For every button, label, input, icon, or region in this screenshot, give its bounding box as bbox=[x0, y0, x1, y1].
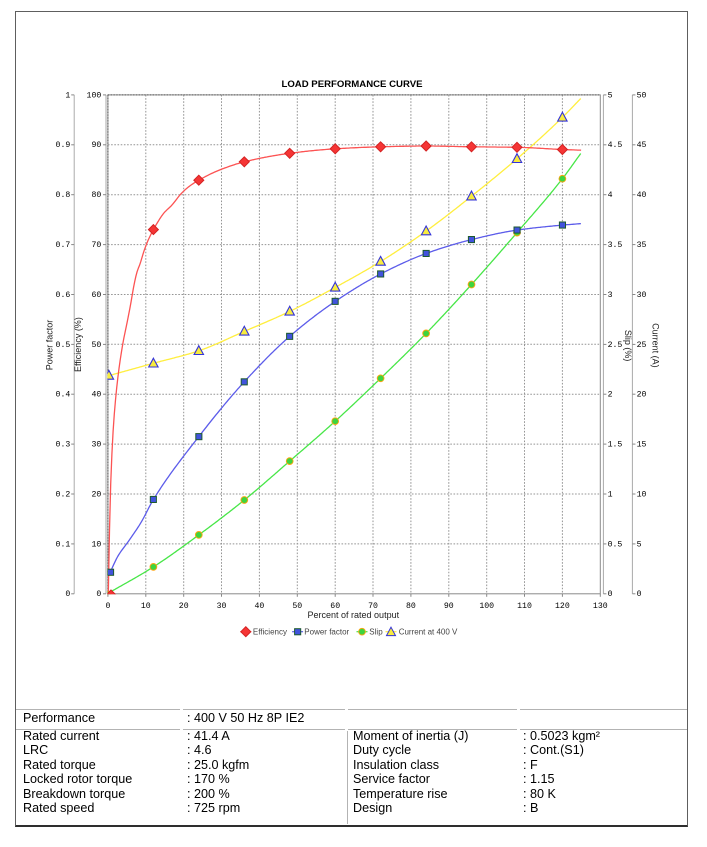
svg-text:4.5: 4.5 bbox=[608, 141, 623, 150]
svg-text:20: 20 bbox=[179, 602, 189, 611]
svg-text:5: 5 bbox=[637, 540, 642, 549]
svg-text:Slip (%): Slip (%) bbox=[623, 330, 633, 362]
svg-text:80: 80 bbox=[91, 191, 101, 200]
svg-text:4: 4 bbox=[608, 191, 613, 200]
svg-text:0.7: 0.7 bbox=[56, 241, 71, 250]
svg-text:0.8: 0.8 bbox=[56, 191, 71, 200]
svg-text:70: 70 bbox=[91, 241, 101, 250]
svg-text:60: 60 bbox=[91, 291, 101, 300]
svg-text:20: 20 bbox=[637, 391, 647, 400]
svg-text:2: 2 bbox=[608, 391, 613, 400]
svg-text:120: 120 bbox=[555, 602, 570, 611]
svg-text:10: 10 bbox=[637, 490, 647, 499]
svg-text:Efficiency: Efficiency bbox=[253, 628, 287, 637]
svg-text:50: 50 bbox=[292, 602, 302, 611]
svg-text:90: 90 bbox=[444, 602, 454, 611]
svg-text:1: 1 bbox=[608, 490, 613, 499]
svg-text:Slip: Slip bbox=[369, 628, 383, 637]
svg-text:0.4: 0.4 bbox=[56, 391, 71, 400]
svg-text:20: 20 bbox=[91, 490, 101, 499]
svg-text:40: 40 bbox=[254, 602, 264, 611]
svg-text:1.5: 1.5 bbox=[608, 441, 623, 450]
svg-text:50: 50 bbox=[91, 341, 101, 350]
svg-text:5: 5 bbox=[608, 91, 613, 100]
svg-text:40: 40 bbox=[91, 391, 101, 400]
svg-text:110: 110 bbox=[517, 602, 532, 611]
svg-text:0: 0 bbox=[105, 602, 110, 611]
svg-text:2.5: 2.5 bbox=[608, 341, 623, 350]
svg-text:3: 3 bbox=[608, 291, 613, 300]
svg-text:45: 45 bbox=[637, 141, 647, 150]
svg-text:130: 130 bbox=[593, 602, 608, 611]
svg-text:0.1: 0.1 bbox=[56, 540, 71, 549]
svg-text:50: 50 bbox=[637, 91, 647, 100]
svg-text:Current at 400 V: Current at 400 V bbox=[399, 628, 458, 637]
svg-text:60: 60 bbox=[330, 602, 340, 611]
svg-text:70: 70 bbox=[368, 602, 378, 611]
svg-text:0.5: 0.5 bbox=[608, 540, 623, 549]
svg-text:35: 35 bbox=[637, 241, 647, 250]
svg-text:Power factor: Power factor bbox=[304, 628, 349, 637]
svg-text:LOAD PERFORMANCE CURVE: LOAD PERFORMANCE CURVE bbox=[281, 79, 423, 90]
svg-text:0: 0 bbox=[96, 590, 101, 599]
svg-text:30: 30 bbox=[637, 291, 647, 300]
svg-text:0: 0 bbox=[608, 590, 613, 599]
svg-text:0: 0 bbox=[65, 590, 70, 599]
svg-text:0.5: 0.5 bbox=[56, 341, 71, 350]
svg-text:10: 10 bbox=[141, 602, 151, 611]
svg-text:10: 10 bbox=[91, 540, 101, 549]
svg-text:0.9: 0.9 bbox=[56, 141, 71, 150]
svg-text:15: 15 bbox=[637, 441, 647, 450]
svg-text:25: 25 bbox=[637, 341, 647, 350]
svg-text:100: 100 bbox=[479, 602, 494, 611]
svg-text:Efficiency (%): Efficiency (%) bbox=[73, 317, 83, 372]
svg-text:90: 90 bbox=[91, 141, 101, 150]
svg-text:80: 80 bbox=[406, 602, 416, 611]
svg-text:30: 30 bbox=[91, 441, 101, 450]
svg-text:3.5: 3.5 bbox=[608, 241, 623, 250]
svg-text:30: 30 bbox=[217, 602, 227, 611]
svg-text:0.6: 0.6 bbox=[56, 291, 71, 300]
svg-text:Power factor: Power factor bbox=[45, 320, 55, 371]
svg-text:0: 0 bbox=[637, 590, 642, 599]
svg-text:40: 40 bbox=[637, 191, 647, 200]
svg-text:1: 1 bbox=[65, 91, 70, 100]
svg-text:0.2: 0.2 bbox=[56, 490, 71, 499]
svg-text:0.3: 0.3 bbox=[56, 441, 71, 450]
svg-text:Percent of rated output: Percent of rated output bbox=[308, 610, 400, 620]
svg-text:Current (A): Current (A) bbox=[650, 323, 660, 368]
svg-text:100: 100 bbox=[87, 91, 102, 100]
